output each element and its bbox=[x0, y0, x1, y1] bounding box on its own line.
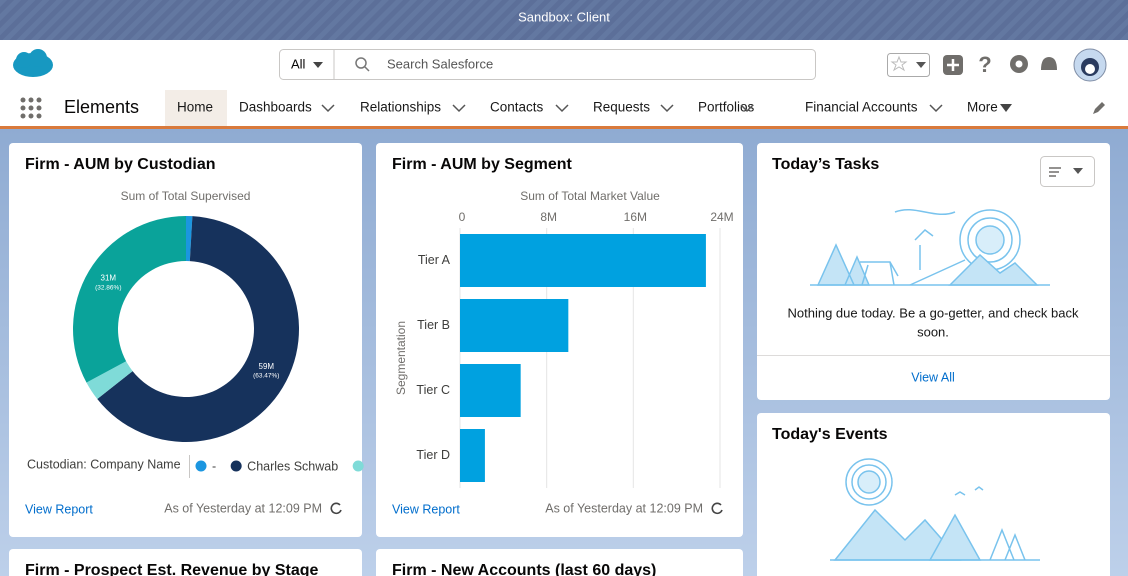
search-scope[interactable]: All bbox=[291, 56, 306, 71]
tab-menu[interactable] bbox=[452, 104, 466, 113]
icon bbox=[1015, 60, 1023, 68]
tab-menu[interactable] bbox=[555, 104, 569, 113]
nav-tab[interactable]: Home bbox=[177, 100, 213, 115]
data-label: 31M bbox=[101, 274, 117, 283]
edit-nav[interactable] bbox=[1093, 102, 1105, 114]
icon bbox=[1049, 167, 1061, 177]
nav-tab[interactable]: Contacts bbox=[490, 100, 544, 115]
search-placeholder[interactable]: Search Salesforce bbox=[387, 56, 493, 71]
card-title: Today’s Tasks bbox=[772, 156, 879, 173]
card bbox=[757, 143, 1110, 400]
card bbox=[9, 549, 362, 576]
empty-message: soon. bbox=[917, 324, 949, 339]
nav-tab[interactable]: Relationships bbox=[360, 100, 441, 115]
logo bbox=[13, 49, 53, 77]
icon bbox=[1073, 168, 1083, 174]
card bbox=[757, 413, 1110, 576]
nav-tab[interactable]: Dashboards bbox=[239, 100, 312, 115]
events-illustration bbox=[830, 458, 1040, 561]
more-tab[interactable]: More bbox=[967, 100, 998, 115]
x-tick-label: 16M bbox=[624, 210, 647, 224]
legend-swatch bbox=[352, 460, 364, 472]
x-tick-label: 8M bbox=[540, 210, 557, 224]
legend-title: Custodian: Company Name bbox=[27, 457, 181, 471]
legend-label: - bbox=[212, 459, 216, 473]
timestamp: As of Yesterday at 12:09 PM bbox=[545, 501, 703, 515]
refresh-icon[interactable] bbox=[711, 502, 723, 515]
banner-title: Sandbox: Client bbox=[518, 9, 610, 24]
chart-subtitle: Sum of Total Supervised bbox=[121, 189, 251, 203]
bar bbox=[460, 299, 569, 352]
nav-tab[interactable]: Requests bbox=[593, 100, 650, 115]
view-report-link[interactable]: View Report bbox=[25, 502, 93, 516]
tasks-illustration bbox=[810, 208, 1050, 286]
legend-label: Charles Schwab bbox=[247, 459, 338, 473]
tab-menu[interactable] bbox=[929, 104, 943, 113]
search-box[interactable] bbox=[279, 49, 816, 80]
bar bbox=[460, 234, 706, 287]
icon bbox=[313, 62, 323, 68]
pie-slice bbox=[86, 361, 133, 399]
card-title: Today's Events bbox=[772, 426, 888, 443]
bar bbox=[460, 364, 521, 417]
pie-slice bbox=[97, 216, 300, 442]
legend-swatch bbox=[230, 460, 242, 472]
bar bbox=[460, 429, 485, 482]
pie-slice bbox=[186, 216, 193, 262]
view-all-link[interactable]: View All bbox=[911, 370, 955, 384]
help-icon[interactable]: ? bbox=[978, 52, 991, 77]
icon bbox=[1000, 104, 1012, 112]
nav-tab[interactable]: Portfolios bbox=[698, 100, 755, 115]
icon bbox=[890, 55, 908, 72]
card-title: Firm - Prospect Est. Revenue by Stage bbox=[25, 562, 319, 576]
tab-menu[interactable] bbox=[321, 104, 335, 113]
tab-menu[interactable] bbox=[660, 104, 674, 113]
icon bbox=[1085, 64, 1095, 74]
data-label: (63.47%) bbox=[253, 372, 279, 379]
empty-message: Nothing due today. Be a go-getter, and c… bbox=[787, 305, 1079, 320]
y-tick-label: Tier A bbox=[418, 253, 451, 267]
x-tick-label: 24M bbox=[710, 210, 733, 224]
pie-slice bbox=[72, 216, 186, 383]
search-icon bbox=[364, 66, 370, 72]
nav-tab[interactable]: Financial Accounts bbox=[805, 100, 918, 115]
app-launcher[interactable] bbox=[20, 97, 42, 119]
notifications-icon[interactable] bbox=[1041, 57, 1057, 70]
icon bbox=[947, 59, 959, 71]
refresh-icon[interactable] bbox=[330, 502, 342, 515]
data-label: (32.86%) bbox=[95, 284, 121, 291]
card bbox=[9, 143, 362, 537]
y-tick-label: Tier C bbox=[416, 383, 450, 397]
timestamp: As of Yesterday at 12:09 PM bbox=[164, 501, 322, 515]
active-tab-bg bbox=[165, 90, 227, 126]
chart-subtitle: Sum of Total Market Value bbox=[520, 189, 660, 203]
card bbox=[376, 549, 743, 576]
legend-swatch bbox=[195, 460, 207, 472]
sandbox-banner bbox=[0, 0, 1128, 40]
x-tick-label: 0 bbox=[459, 210, 466, 224]
search-icon bbox=[355, 57, 367, 69]
view-report-link[interactable]: View Report bbox=[392, 502, 460, 516]
data-label: 59M bbox=[259, 362, 275, 371]
sort-button[interactable] bbox=[1040, 156, 1095, 187]
app-name: Elements bbox=[64, 97, 139, 117]
nav-accent bbox=[0, 126, 1128, 129]
icon bbox=[916, 62, 926, 68]
card-title: Firm - New Accounts (last 60 days) bbox=[392, 562, 656, 576]
chart-title: Firm - AUM by Custodian bbox=[25, 156, 216, 173]
y-tick-label: Tier D bbox=[416, 448, 450, 462]
y-tick-label: Tier B bbox=[417, 318, 450, 332]
chart-title: Firm - AUM by Segment bbox=[392, 156, 573, 173]
tab-menu[interactable] bbox=[740, 104, 754, 113]
y-axis-label: Segmentation bbox=[394, 321, 408, 395]
